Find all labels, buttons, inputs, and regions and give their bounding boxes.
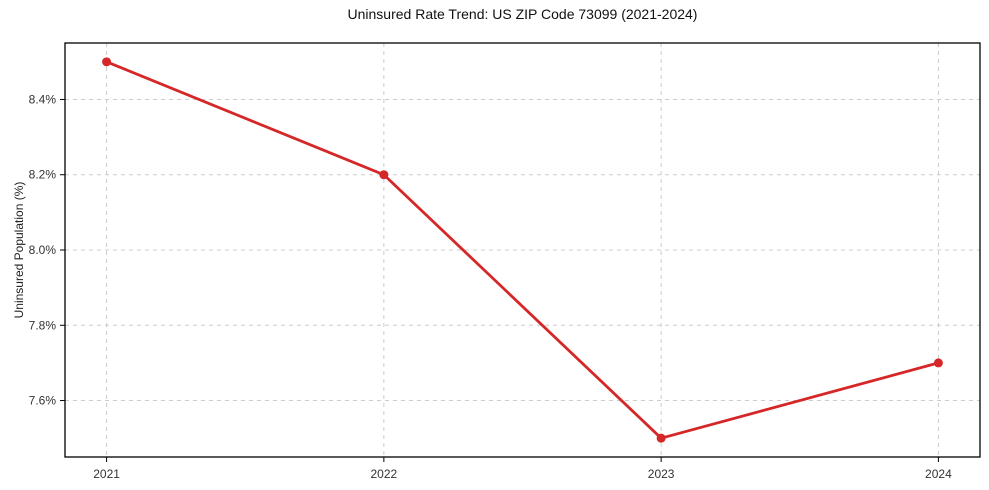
data-point-marker (379, 170, 389, 180)
data-point-marker (102, 57, 112, 67)
y-tick-label: 8.0% (29, 243, 57, 257)
y-tick-label: 8.2% (29, 168, 57, 182)
data-point-marker (933, 358, 943, 368)
x-tick-label: 2024 (925, 467, 952, 481)
y-tick-label: 7.8% (29, 318, 57, 332)
x-tick-label: 2022 (371, 467, 398, 481)
chart-title: Uninsured Rate Trend: US ZIP Code 73099 … (347, 6, 698, 22)
y-tick-label: 8.4% (29, 92, 57, 106)
x-tick-label: 2023 (648, 467, 675, 481)
data-point-marker (656, 433, 666, 443)
trend-line (105, 60, 940, 440)
y-tick-label: 7.6% (29, 394, 57, 408)
x-tick-label: 2021 (93, 467, 120, 481)
